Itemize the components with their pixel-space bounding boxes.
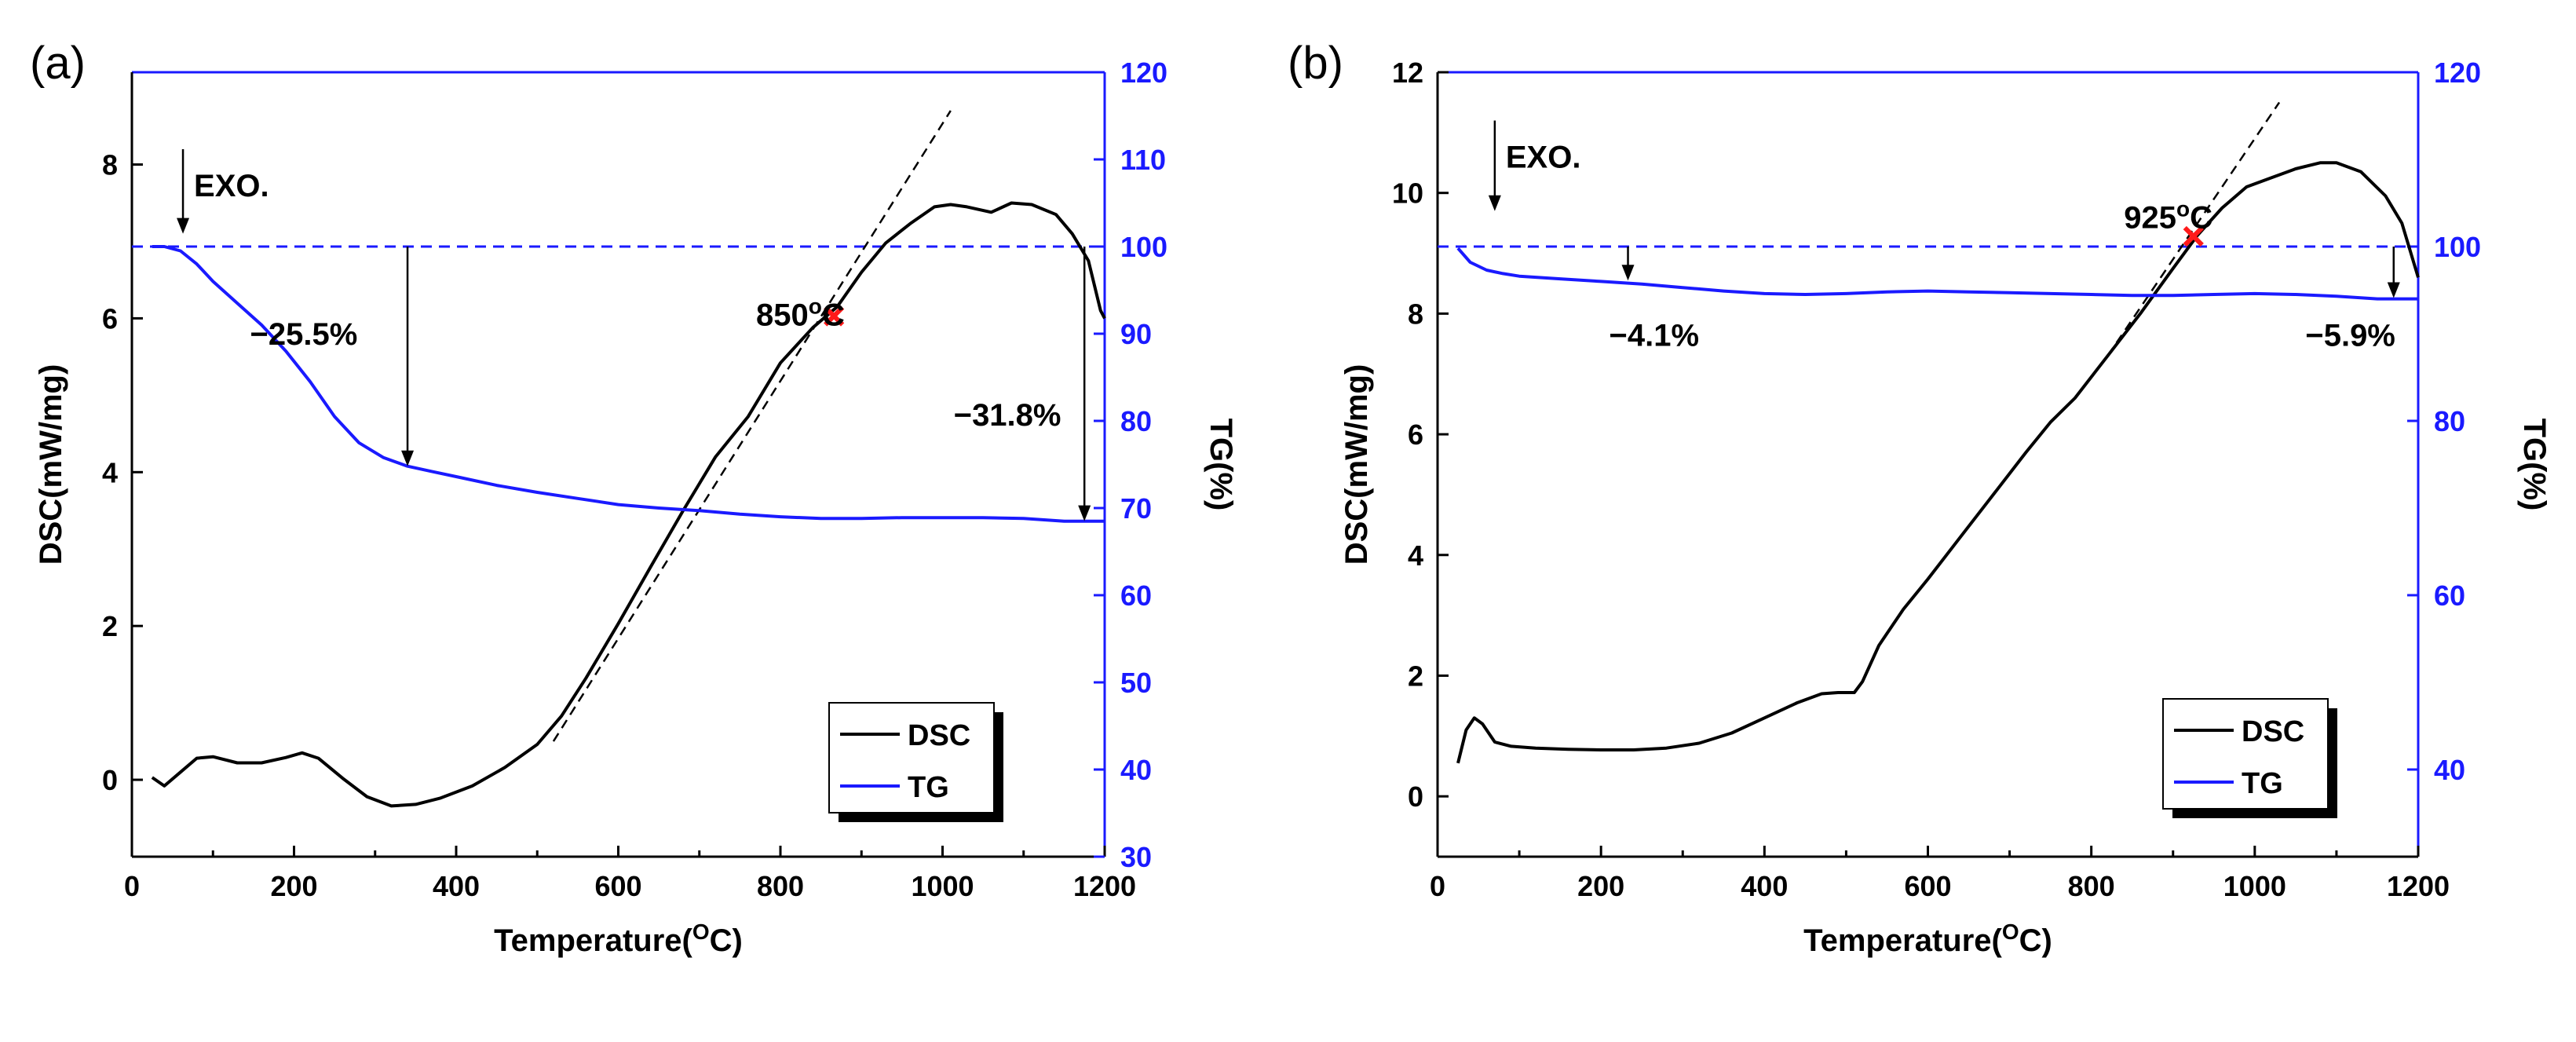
- annotation-mass-loss: −5.9%: [2305, 318, 2395, 353]
- x-tick-label: 800: [2068, 870, 2115, 902]
- y-tick-label: 8: [1408, 298, 1423, 330]
- legend-box: [828, 702, 995, 813]
- panel-label: (a): [30, 38, 86, 89]
- legend-label-tg: TG: [908, 771, 949, 804]
- y-tick-label: 4: [1408, 539, 1423, 572]
- annotation-arrow-head: [1078, 505, 1091, 521]
- y2-tick-label: 60: [1120, 579, 1152, 612]
- chart-panel-a: (a) 0 200 400 600 800 1000 1200 0 2 4 6 8 30 40 50 60 70 8…: [30, 38, 1238, 959]
- x-tick-label: 0: [1430, 870, 1445, 902]
- series-tg-line: [1456, 247, 2418, 301]
- y-tick-label: 12: [1392, 57, 1423, 89]
- y2-tick-label: 110: [1120, 144, 1166, 176]
- y-tick-label: 6: [1408, 419, 1423, 451]
- annotation-onset-temp: 925oC: [2124, 196, 2212, 236]
- y2-axis-label: TG(%): [1204, 419, 1238, 511]
- series-dsc-line: [151, 201, 1106, 808]
- y2-tick-label: 120: [1120, 57, 1167, 89]
- y2-tick-label: 80: [1120, 405, 1152, 437]
- y-tick-label: 4: [102, 456, 118, 488]
- x-axis-label-main: Temperature(: [1803, 923, 2002, 958]
- tangent-line: [2106, 101, 2281, 356]
- series-tg-line: [152, 245, 1105, 523]
- y-tick-label: 10: [1392, 177, 1423, 210]
- x-tick-label: 800: [757, 870, 804, 902]
- onset-temp-sup: o: [2176, 196, 2190, 221]
- y2-tick-label: 80: [2434, 405, 2465, 437]
- annotation-arrow-head: [401, 450, 415, 466]
- annotation-arrow-head: [177, 218, 190, 234]
- y-axis-label: DSC(mW/mg): [1339, 364, 1374, 565]
- x-axis-label-end: C): [710, 923, 743, 958]
- y2-tick-label: 30: [1120, 841, 1152, 873]
- y-tick-label: 0: [1408, 781, 1423, 813]
- y2-tick-label: 120: [2434, 57, 2481, 89]
- annotation-mass-loss: −4.1%: [1610, 318, 1700, 353]
- y2-axis-label: TG(%): [2517, 419, 2552, 511]
- y-tick-label: 6: [102, 302, 118, 335]
- onset-marker: [824, 305, 845, 327]
- annotation-arrow-head: [1488, 195, 1501, 211]
- y2-tick-label: 40: [2434, 754, 2465, 786]
- onset-temp-value: 925: [2124, 200, 2176, 235]
- legend-box: [2162, 698, 2329, 810]
- onset-temp-sup: o: [809, 294, 822, 318]
- y2-tick-label: 50: [1120, 667, 1152, 699]
- annotation-exo: EXO.: [1506, 140, 1581, 174]
- x-tick-label: 1200: [1073, 870, 1136, 902]
- panel-label: (b): [1288, 38, 1343, 89]
- x-axis-label: Temperature(OC): [494, 920, 743, 959]
- x-axis-label-main: Temperature(: [494, 923, 692, 958]
- onset-marker: [2183, 225, 2204, 247]
- x-tick-label: 1000: [911, 870, 974, 902]
- annotation-mass-loss: −25.5%: [250, 317, 357, 352]
- x-axis-label-sup: O: [692, 920, 710, 944]
- onset-temp-unit: C: [822, 298, 845, 333]
- x-tick-label: 0: [124, 870, 140, 902]
- y-tick-label: 0: [102, 764, 118, 796]
- x-tick-label: 200: [270, 870, 317, 902]
- series-dsc-line: [1456, 161, 2420, 764]
- annotation-onset-temp: 850oC: [756, 294, 845, 333]
- legend-label-dsc: DSC: [908, 719, 970, 752]
- x-tick-label: 400: [1741, 870, 1788, 902]
- y2-tick-label: 40: [1120, 754, 1152, 786]
- x-tick-label: 1200: [2387, 870, 2450, 902]
- chart-panel-b: (b) 0 200 400 600 800 1000 1200 0 2 4 6 8 10 12 40 60 80 1…: [1288, 38, 2552, 959]
- legend-label-dsc: DSC: [2242, 715, 2304, 748]
- y-tick-label: 2: [1408, 660, 1423, 692]
- x-tick-label: 400: [433, 870, 480, 902]
- annotation-arrow-head: [2387, 282, 2400, 298]
- tangent-line: [552, 110, 952, 742]
- x-axis-label: Temperature(OC): [1803, 920, 2052, 959]
- x-tick-label: 200: [1577, 870, 1624, 902]
- x-tick-label: 1000: [2223, 870, 2286, 902]
- annotation-arrow-head: [1621, 265, 1635, 281]
- annotation-mass-loss: −31.8%: [954, 398, 1061, 433]
- legend: DSC TG: [2162, 698, 2337, 818]
- y2-tick-label: 100: [2434, 231, 2481, 263]
- legend-label-tg: TG: [2242, 767, 2283, 800]
- onset-temp-value: 850: [756, 298, 809, 333]
- y-axis-label: DSC(mW/mg): [34, 364, 68, 565]
- y2-tick-label: 100: [1120, 231, 1167, 263]
- onset-temp-unit: C: [2190, 200, 2212, 235]
- legend: DSC TG: [828, 702, 1003, 822]
- y2-tick-label: 90: [1120, 318, 1152, 350]
- annotation-exo: EXO.: [194, 169, 269, 203]
- y2-tick-label: 70: [1120, 492, 1152, 525]
- x-axis-label-end: C): [2019, 923, 2052, 958]
- y2-tick-label: 60: [2434, 579, 2465, 612]
- x-tick-label: 600: [594, 870, 641, 902]
- x-axis-label-sup: O: [2002, 920, 2019, 944]
- x-tick-label: 600: [1904, 870, 1951, 902]
- y-tick-label: 2: [102, 610, 118, 642]
- y-tick-label: 8: [102, 149, 118, 181]
